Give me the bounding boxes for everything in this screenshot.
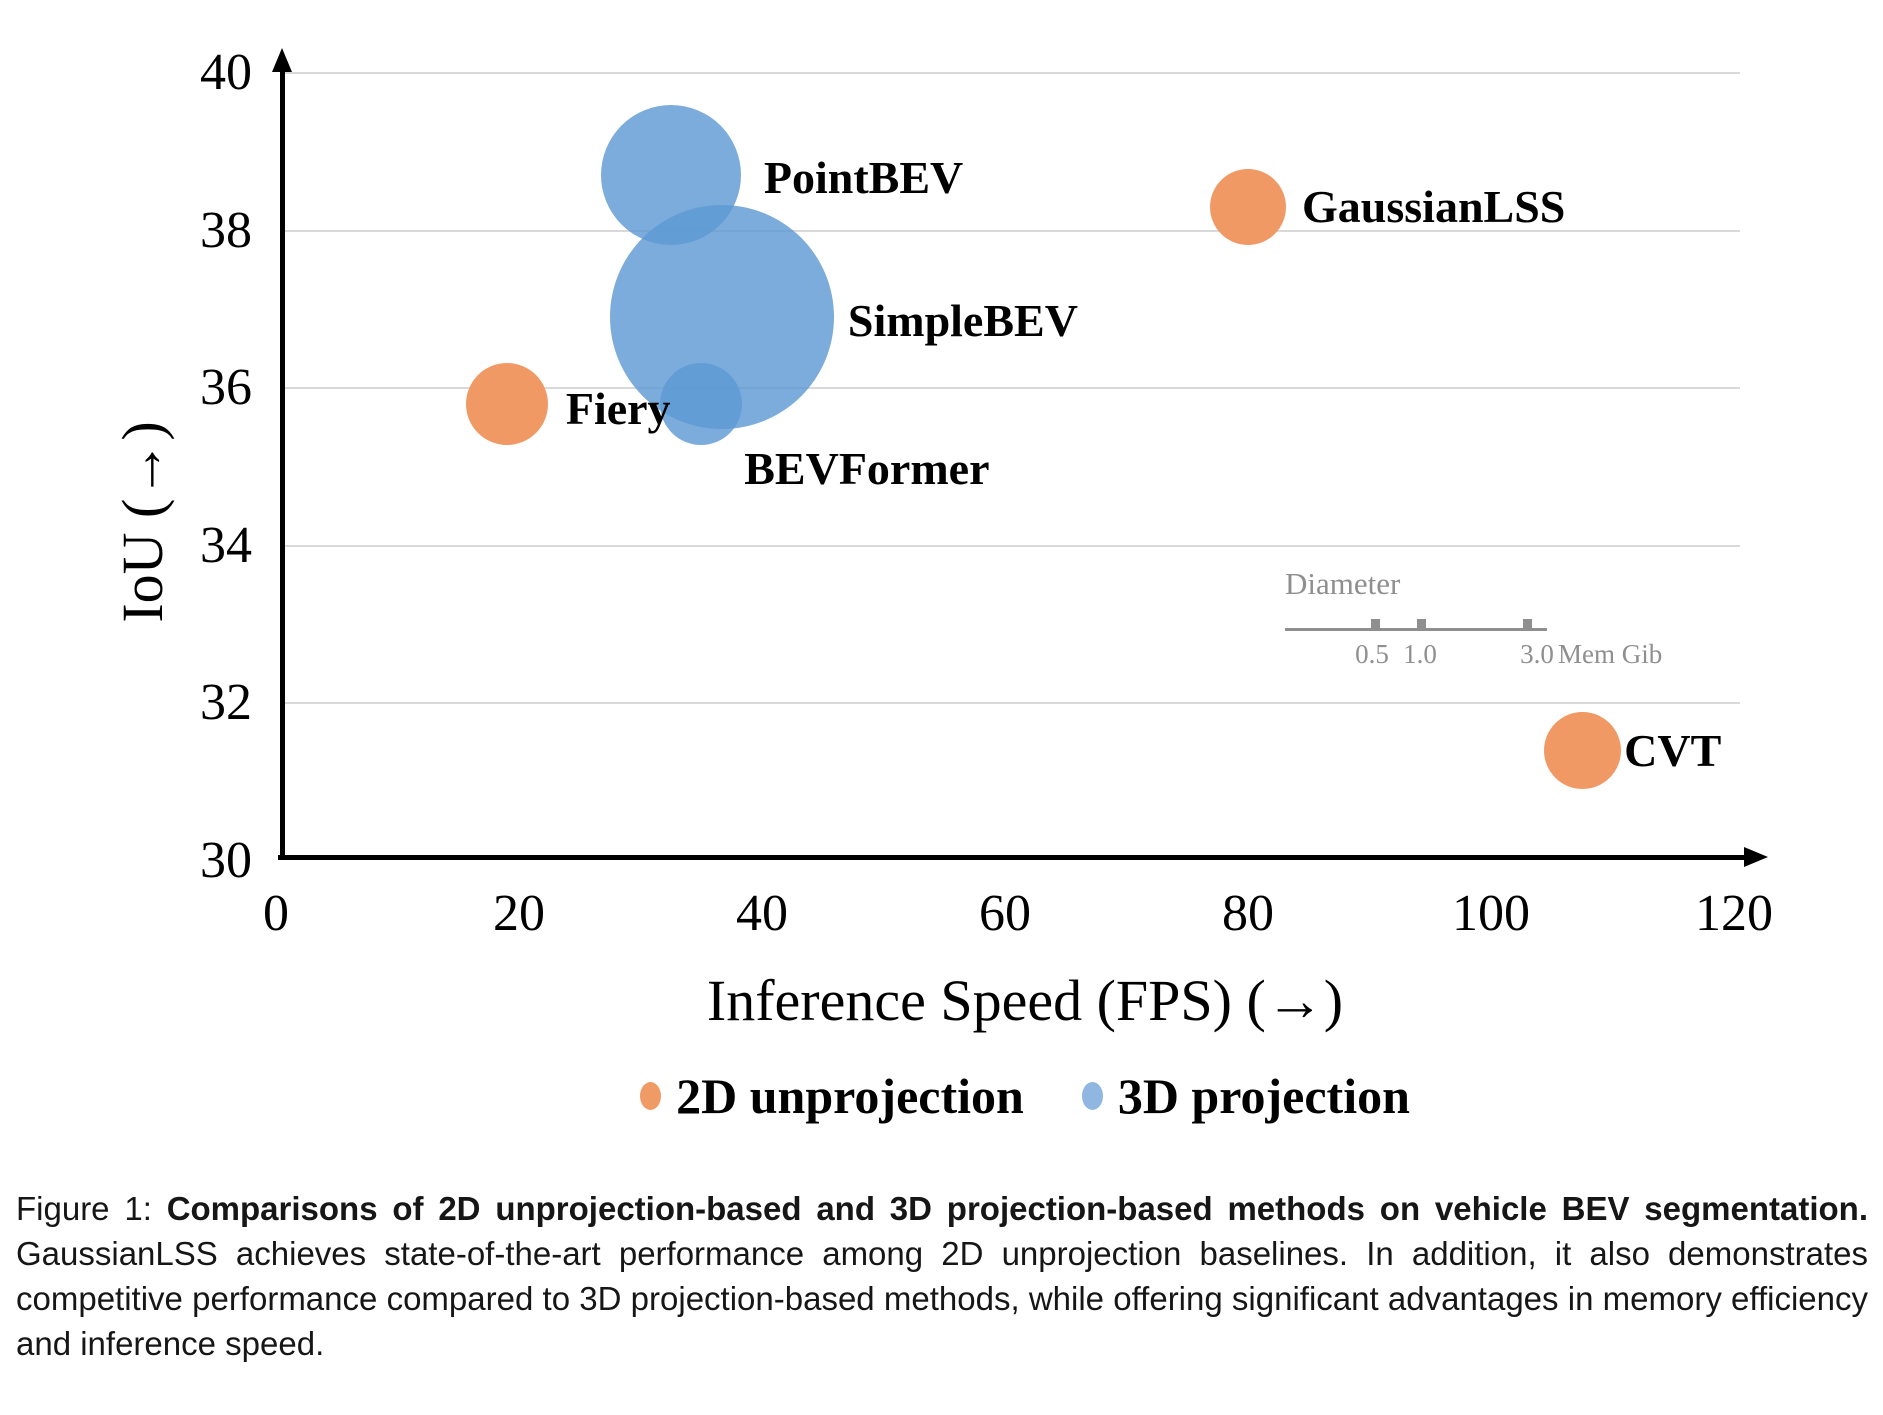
- bubble-cvt: [1543, 711, 1621, 789]
- size-legend-tick-label-0.5: 0.5: [1355, 639, 1389, 669]
- x-tick-label-60: 60: [979, 885, 1031, 942]
- gridline-36: [283, 387, 1740, 389]
- y-axis-title: IoU (→): [110, 421, 175, 623]
- figure-caption: Figure 1: Comparisons of 2D unprojection…: [16, 1186, 1868, 1366]
- gridline-32: [283, 702, 1740, 704]
- legend-item-3d-projection: 3D projection: [1081, 1066, 1410, 1126]
- legend-item-label: 2D unprojection: [676, 1068, 1024, 1124]
- caption-bold-text: Comparisons of 2D unprojection-based and…: [166, 1190, 1868, 1227]
- size-legend-unit: Mem Gib: [1558, 639, 1663, 669]
- legend-item-label: 3D projection: [1117, 1068, 1410, 1124]
- bubble-label-bevformer: BEVFormer: [744, 442, 990, 494]
- y-axis-line: [280, 68, 285, 860]
- gridline-40: [283, 72, 1740, 74]
- y-tick-label-30: 30: [200, 831, 252, 889]
- size-legend-line: [1285, 628, 1547, 631]
- bubble-label-gaussianlss: GaussianLSS: [1302, 180, 1566, 232]
- bubble-bevformer: [660, 362, 743, 445]
- x-tick-label-100: 100: [1452, 885, 1530, 942]
- y-tick-label-34: 34: [200, 516, 252, 574]
- legend-dot-icon: [640, 1082, 662, 1110]
- bubble-label-pointbev: PointBEV: [763, 152, 964, 204]
- bubble-gaussianlss: [1210, 168, 1286, 245]
- bubble-fiery: [465, 362, 548, 445]
- chart-legend: 2D unprojection 3D projection: [280, 1066, 1770, 1126]
- size-legend-title: Diameter: [1285, 566, 1401, 601]
- x-tick-label-40: 40: [736, 885, 788, 942]
- y-tick-label-36: 36: [200, 359, 252, 416]
- gridline-38: [283, 229, 1740, 232]
- y-axis-arrow-icon: [272, 48, 292, 72]
- size-legend-tick-label-1.0: 1.0: [1403, 639, 1437, 669]
- bev-comparison-bubble-chart: 40 38 36 34 32 30 0 20 40 60 80 100 120 Fiery Gaussi…: [110, 44, 1773, 1126]
- legend-item-2d-unprojection: 2D unprojection: [640, 1066, 1024, 1126]
- caption-prefix: Figure 1:: [16, 1190, 152, 1227]
- bubble-label-fiery: Fiery: [565, 382, 671, 434]
- bubble-label-cvt: CVT: [1624, 725, 1722, 777]
- bubble-label-simplebev: SimpleBEV: [847, 295, 1078, 347]
- x-axis-line: [278, 855, 1746, 860]
- x-tick-label-20: 20: [493, 885, 545, 942]
- y-tick-label-38: 38: [200, 201, 252, 259]
- x-tick-label-0: 0: [263, 885, 289, 942]
- caption-rest-text: GaussianLSS achieves state-of-the-art pe…: [16, 1235, 1868, 1362]
- x-tick-label-120: 120: [1695, 885, 1773, 942]
- y-tick-label-40: 40: [200, 44, 252, 101]
- y-tick-label-32: 32: [200, 674, 252, 731]
- size-legend-tick-label-3.0: 3.0: [1520, 639, 1554, 669]
- x-axis-title: Inference Speed (FPS) (→): [706, 968, 1344, 1033]
- size-legend-tick-3.0: [1523, 619, 1532, 631]
- x-tick-label-80: 80: [1222, 885, 1274, 942]
- x-axis-arrow-icon: [1744, 847, 1768, 867]
- gridline-34: [283, 544, 1740, 547]
- size-legend-tick-0.5: [1371, 619, 1380, 631]
- legend-dot-icon: [1081, 1082, 1103, 1110]
- size-legend-tick-1.0: [1417, 619, 1426, 631]
